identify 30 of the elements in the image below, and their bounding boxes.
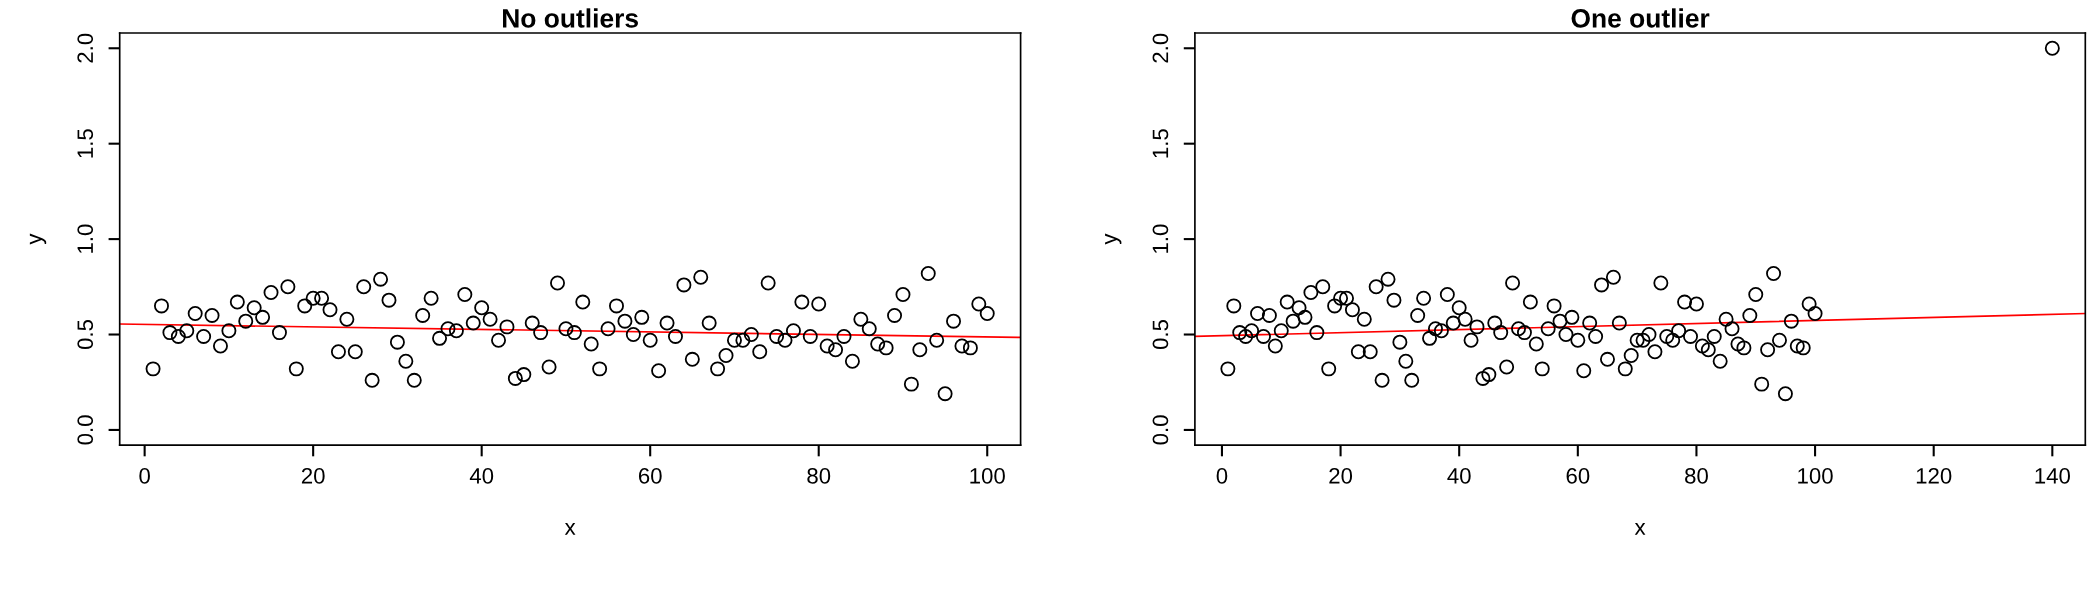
y-tick-label: 1.5	[77, 129, 94, 158]
x-tick-label: 40	[469, 468, 494, 484]
x-tick-label: 20	[301, 468, 325, 484]
x-tick-label: 60	[1566, 468, 1590, 484]
x-tick-label: 140	[2035, 468, 2070, 484]
x-tick-label: 40	[1447, 468, 1471, 484]
y-tick-label: 1.5	[1152, 129, 1169, 158]
y-tick-label: 1.0	[77, 224, 94, 253]
y-tick-label: 2.0	[77, 33, 94, 63]
chart-title: One outlier	[1571, 8, 1710, 28]
x-tick-label: 100	[970, 468, 1005, 484]
y-tick-label: 2.0	[1152, 33, 1169, 63]
x-tick-label: 120	[1916, 468, 1952, 484]
x-tick-label: 60	[638, 468, 662, 484]
x-tick-label: 20	[1329, 468, 1353, 484]
x-axis-title: x	[564, 523, 576, 535]
y-tick-label: 1.0	[1152, 224, 1169, 253]
x-tick-label: 100	[1798, 468, 1833, 484]
x-tick-label: 80	[1685, 468, 1708, 484]
x-tick-label: 0	[139, 468, 150, 484]
x-axis-title: x	[1634, 523, 1646, 535]
y-axis-title: y	[29, 233, 47, 245]
x-tick-label: 0	[1216, 468, 1228, 484]
y-tick-label: 0.5	[77, 320, 94, 350]
y-tick-label: 0.5	[1152, 320, 1169, 350]
x-tick-label: 80	[807, 468, 831, 484]
chart-title: No outliers	[503, 8, 638, 28]
y-tick-label: 0.0	[1152, 415, 1169, 445]
y-axis-title: y	[1105, 233, 1122, 245]
y-tick-label: 0.0	[77, 415, 94, 445]
